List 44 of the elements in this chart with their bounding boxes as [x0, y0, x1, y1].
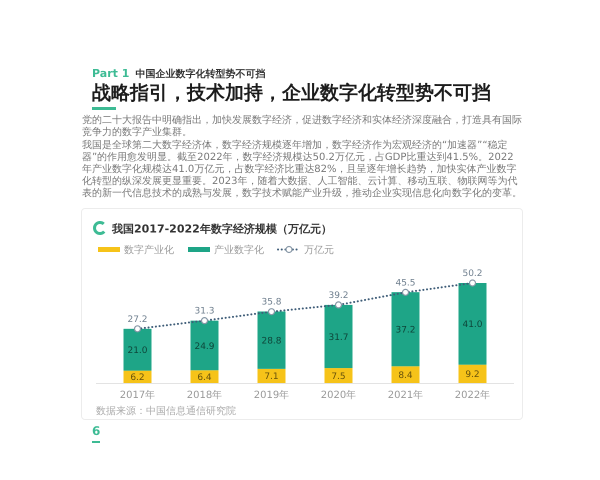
x-tick-label: 2019年: [254, 389, 290, 401]
bar: [458, 364, 486, 383]
data-label: 50.2: [462, 269, 483, 279]
bar: [458, 283, 486, 365]
x-tick-label: 2022年: [454, 389, 490, 401]
source-note: 数据来源：中国信息通信研究院: [96, 405, 236, 417]
data-label: 28.8: [261, 336, 282, 346]
data-label: 8.4: [398, 370, 413, 381]
x-tick-label: 2021年: [388, 389, 424, 401]
text: 中国企业数字化转型势不可挡: [135, 69, 266, 80]
text: Part 1: [92, 67, 130, 80]
data-label: 35.8: [261, 298, 282, 308]
x-tick-label: 2017年: [120, 389, 156, 401]
data-label: 31.3: [194, 306, 215, 317]
legend-label: 数字产业化: [124, 244, 174, 256]
bar: [324, 368, 352, 383]
text: 我国2017-2022年数字经济规模（万亿元）: [111, 222, 332, 236]
bar: [258, 311, 286, 369]
bar: [392, 292, 420, 366]
text: 6: [92, 424, 100, 438]
bar: [190, 320, 218, 370]
data-label: 7.1: [264, 372, 279, 382]
bar: [124, 328, 152, 371]
data-label: 41.0: [462, 320, 483, 330]
data-label: 39.2: [328, 290, 349, 301]
data-label: 21.0: [127, 346, 148, 356]
legend-label: 万亿元: [304, 245, 334, 256]
data-label: 6.2: [130, 373, 145, 384]
data-label: 6.4: [197, 372, 212, 383]
data-label: 31.7: [328, 332, 349, 343]
legend-label: 产业数字化: [214, 244, 264, 256]
data-label: 24.9: [194, 342, 215, 352]
data-label: 9.2: [465, 370, 480, 380]
bar: [324, 304, 352, 368]
data-label: 45.5: [395, 278, 416, 288]
data-label: 37.2: [395, 326, 416, 336]
annotation: 我国是全球第二大数字经济体，数字经济规模逐年增加，数字经济作为宏观经济的“加速器”“稳定器”的作用愈发明显。截至2022年，数字经济规模达50.2万亿元，占GDP比重达到41.5%。2022年产业数字化规模达41.0万亿元，占数字经济比重达82%，且呈逐年增长趋势，加快实体产业数字化转型的纵深发展更显重要。2023年，随着大数据、人工智能、云计算、移动互联、物联网等为代表的新一代信息技术的成熟与发展，数字技术赋能产业升级，推动企业实现信息化向数字化的变革。: [82, 140, 522, 200]
text: 党的二十大报告中明确指出，加快发展数字经济，促进数字经济和实体经济深度融合，打造具有国际竞争力的数字产业集群。: [82, 115, 522, 139]
data-label: 7.5: [331, 372, 346, 382]
x-tick-label: 2018年: [186, 389, 222, 401]
bar: [258, 368, 286, 383]
text: 战略指引，技术加持，企业数字化转型势不可挡: [92, 81, 491, 106]
data-label: 27.2: [127, 314, 148, 325]
x-tick-label: 2020年: [320, 389, 356, 401]
